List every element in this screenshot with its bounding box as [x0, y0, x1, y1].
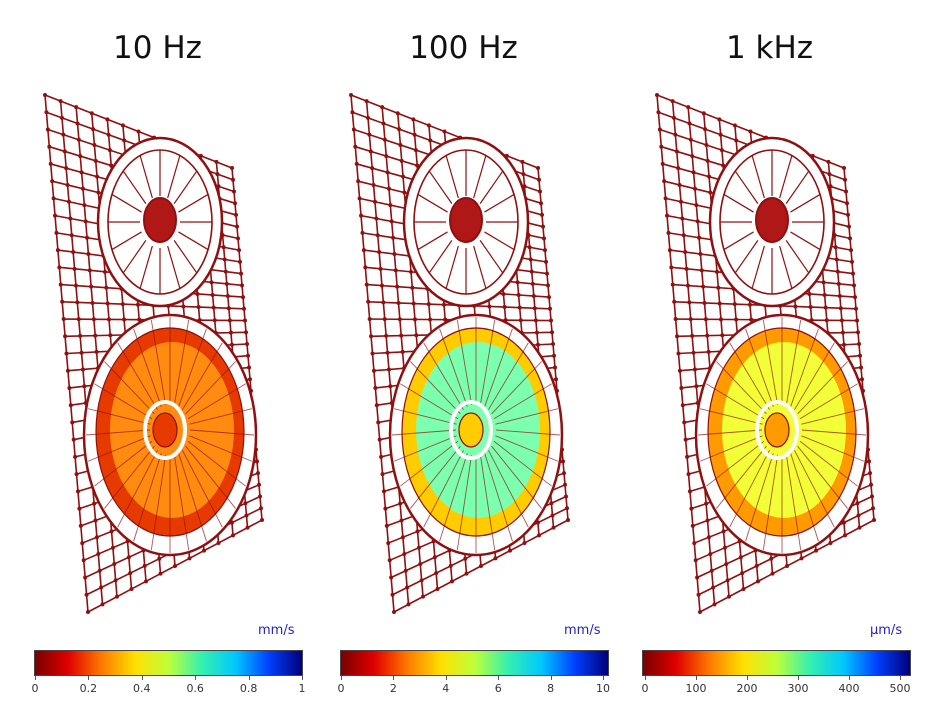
- colorbar-tick-mark: [696, 676, 697, 680]
- colorbar-tick-mark: [849, 676, 850, 680]
- panel-10hz: 10 Hz mm/s 0 0.2 0.4 0.6 0.8 1: [0, 0, 315, 720]
- colorbar-tick-mark: [498, 676, 500, 680]
- colorbar-tick-mark: [645, 676, 646, 680]
- colorbar-tick-mark: [603, 676, 604, 680]
- colorbar-tick-label: 0.8: [239, 682, 258, 695]
- colorbar-tick-label: 200: [736, 682, 758, 695]
- colorbar-tick-label: 8: [547, 682, 555, 695]
- panel-title: 10 Hz: [113, 30, 202, 66]
- colorbar-unit: mm/s: [564, 623, 601, 638]
- panel-100hz: 100 Hz mm/s 0 2 4 6 8 10: [306, 0, 621, 720]
- woofer: [388, 313, 564, 557]
- colorbar-tick-mark: [550, 676, 552, 680]
- speaker-mesh: [655, 93, 876, 614]
- panel-title: 1 kHz: [725, 30, 814, 66]
- colorbar-unit: µm/s: [870, 623, 903, 638]
- colorbar-tick-label: 0: [31, 682, 39, 695]
- woofer: [694, 313, 870, 557]
- colorbar: [34, 650, 303, 676]
- colorbar-tick-label: 300: [787, 682, 809, 695]
- colorbar-tick-label: 500: [889, 682, 911, 695]
- colorbar-tick-label: 6: [494, 682, 502, 695]
- colorbar-tick-mark: [248, 676, 250, 680]
- speaker-mesh: [349, 93, 570, 614]
- colorbar-tick-label: 0: [337, 682, 345, 695]
- colorbar-unit: mm/s: [258, 623, 295, 638]
- panel-1khz: 1 kHz µm/s 0 100 200 300 400 500: [612, 0, 927, 720]
- woofer: [82, 313, 258, 557]
- colorbar-tick-mark: [900, 676, 901, 680]
- colorbar-tick-label: 400: [838, 682, 860, 695]
- colorbar-tick-mark: [35, 676, 36, 680]
- colorbar-tick-label: 0.6: [186, 682, 204, 695]
- colorbar-tick-label: 10: [596, 682, 610, 695]
- colorbar: [340, 650, 609, 676]
- tweeter: [708, 136, 836, 308]
- colorbar-tick-mark: [747, 676, 748, 680]
- colorbar-tick-mark: [195, 676, 197, 680]
- colorbar-tick-label: 4: [442, 682, 450, 695]
- colorbar-tick-label: 100: [685, 682, 707, 695]
- colorbar-tick-label: 0: [641, 682, 649, 695]
- tweeter: [402, 136, 530, 308]
- colorbar-tick-label: 1: [298, 682, 306, 695]
- colorbar-tick-mark: [798, 676, 799, 680]
- colorbar-tick-label: 0.4: [133, 682, 151, 695]
- colorbar-tick-mark: [445, 676, 447, 680]
- panel-title: 100 Hz: [409, 30, 518, 66]
- colorbar-tick-mark: [302, 676, 303, 680]
- colorbar-tick-mark: [88, 676, 90, 680]
- colorbar-tick-label: 0.2: [79, 682, 98, 695]
- colorbar: [642, 650, 911, 676]
- colorbar-tick-label: 2: [389, 682, 397, 695]
- colorbar-tick-mark: [393, 676, 395, 680]
- tweeter: [96, 136, 224, 308]
- speaker-mesh: [43, 93, 264, 614]
- colorbar-tick-mark: [141, 676, 143, 680]
- colorbar-tick-mark: [341, 676, 342, 680]
